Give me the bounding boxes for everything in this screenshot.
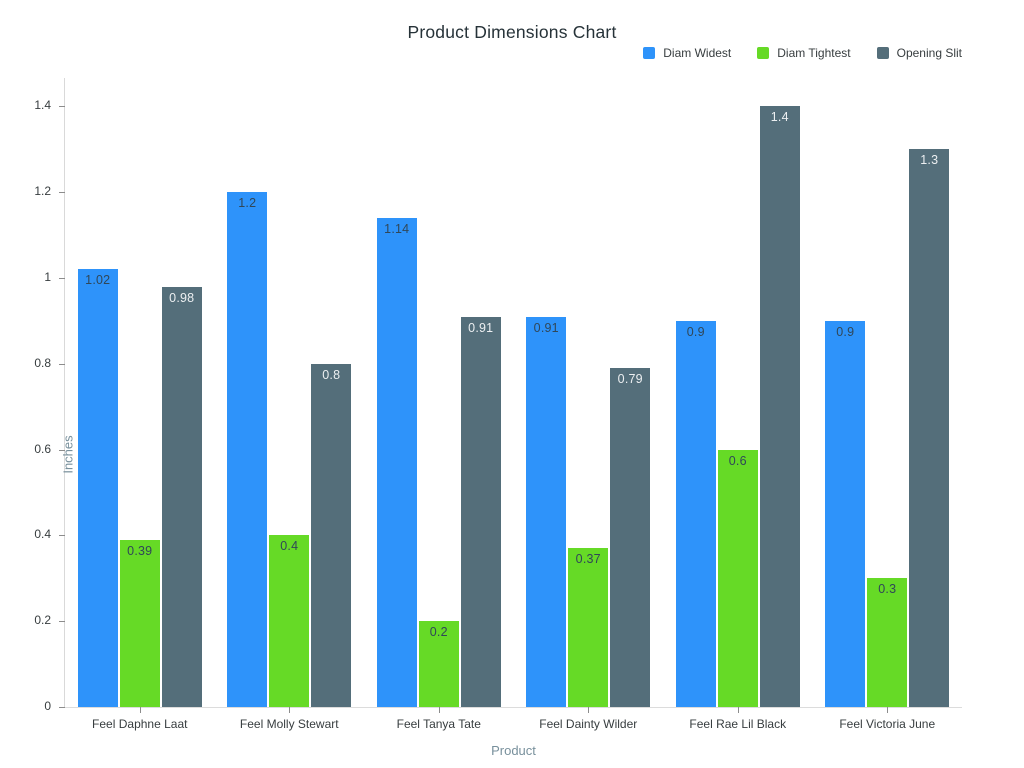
- bar-diam-widest[interactable]: 0.91: [526, 316, 567, 707]
- bar-value-label: 0.39: [127, 543, 153, 558]
- bar-value-label: 0.6: [728, 453, 747, 468]
- y-axis-tick-mark: [59, 449, 65, 451]
- bar-group: 1.14 0.2 0.91: [364, 217, 514, 707]
- x-tick-label: Feel Molly Stewart: [239, 717, 339, 731]
- y-tick-label: 0.4: [34, 527, 51, 542]
- bar-diam-widest[interactable]: 0.9: [675, 320, 716, 707]
- y-axis-tick-mark: [59, 363, 65, 365]
- x-axis-tick-mark: [289, 707, 291, 713]
- bar-diam-widest[interactable]: 1.14: [376, 217, 417, 707]
- y-tick-label: 1: [44, 270, 51, 285]
- bar-group: 0.91 0.37 0.79: [514, 316, 664, 707]
- y-axis-tick-mark: [59, 278, 65, 280]
- bar-value-label: 0.98: [169, 290, 195, 305]
- y-axis-tick-mark: [59, 707, 65, 708]
- bar-opening-slit[interactable]: 1.3: [909, 149, 950, 707]
- bar-opening-slit[interactable]: 0.91: [460, 316, 501, 707]
- y-tick-label: 0.8: [34, 355, 51, 370]
- bar-value-label: 0.3: [878, 582, 897, 597]
- x-tick-label: Feel Tanya Tate: [396, 717, 481, 731]
- bar-diam-tightest[interactable]: 0.3: [867, 578, 908, 707]
- bar-diam-tightest[interactable]: 0.2: [418, 621, 459, 707]
- bar-value-label: 0.37: [575, 552, 601, 567]
- bar-value-label: 0.8: [322, 367, 341, 382]
- legend-label: Diam Tightest: [777, 46, 851, 60]
- x-axis-title: Product: [491, 743, 536, 758]
- bar-opening-slit[interactable]: 0.8: [311, 363, 352, 707]
- legend: Diam Widest Diam Tightest Opening Slit: [617, 46, 962, 60]
- y-axis-tick-mark: [59, 106, 65, 108]
- bar-group: 1.02 0.39 0.98: [65, 269, 215, 707]
- bar-value-label: 1.2: [238, 196, 257, 211]
- plot-area: Inches Product 0 0.2 0.4 0.6 0.8 1 1.2 1.4 1.02 0…: [34, 85, 963, 758]
- bar-value-label: 1.02: [85, 273, 111, 288]
- bar-value-label: 0.9: [686, 324, 705, 339]
- bar-value-label: 0.2: [429, 625, 448, 640]
- bar-group: 1.2 0.4 0.8: [215, 192, 365, 707]
- y-axis-tick-mark: [59, 535, 65, 537]
- y-tick-label: 0.6: [34, 441, 51, 456]
- bar-value-label: 0.4: [280, 539, 299, 554]
- x-axis-tick-mark: [588, 707, 590, 713]
- bar-diam-tightest[interactable]: 0.6: [717, 449, 758, 707]
- x-tick-label: Feel Rae Lil Black: [689, 717, 787, 731]
- bar-diam-tightest[interactable]: 0.4: [269, 535, 310, 707]
- legend-item-opening-slit[interactable]: Opening Slit: [876, 46, 962, 60]
- bar-opening-slit[interactable]: 1.4: [759, 106, 800, 707]
- bar-diam-widest[interactable]: 0.9: [825, 320, 866, 707]
- x-axis-tick-mark: [438, 707, 440, 713]
- x-axis-line: [64, 707, 962, 708]
- legend-item-diam-widest[interactable]: Diam Widest: [643, 46, 731, 60]
- y-tick-label: 1.4: [34, 98, 51, 113]
- legend-item-diam-tightest[interactable]: Diam Tightest: [757, 46, 851, 60]
- chart-title: Product Dimensions Chart: [407, 22, 617, 42]
- x-tick-label: Feel Daphne Laat: [92, 717, 188, 731]
- bar-opening-slit[interactable]: 0.98: [161, 286, 202, 707]
- x-tick-label: Feel Dainty Wilder: [539, 717, 638, 731]
- legend-swatch: [643, 47, 656, 59]
- y-axis-line: [64, 78, 65, 708]
- bar-value-label: 0.9: [836, 324, 855, 339]
- x-axis-tick-mark: [737, 707, 739, 713]
- bar-diam-widest[interactable]: 1.02: [77, 269, 118, 707]
- bar-value-label: 0.91: [468, 320, 494, 335]
- legend-label: Opening Slit: [896, 46, 962, 60]
- legend-swatch: [876, 47, 889, 59]
- bar-value-label: 0.91: [533, 320, 559, 335]
- legend-swatch: [757, 47, 770, 59]
- y-tick-label: 0: [44, 699, 51, 713]
- bar-diam-tightest[interactable]: 0.37: [568, 548, 609, 707]
- bar-value-label: 1.4: [770, 110, 789, 125]
- bar-opening-slit[interactable]: 0.79: [610, 368, 651, 707]
- y-tick-label: 1.2: [34, 184, 51, 199]
- bar-group: 0.9 0.3 1.3: [813, 149, 963, 707]
- x-axis-tick-mark: [887, 707, 889, 713]
- x-tick-label: Feel Victoria June: [839, 717, 936, 731]
- x-axis-tick-mark: [139, 707, 141, 713]
- bar-value-label: 1.3: [920, 153, 939, 168]
- y-axis-tick-mark: [59, 621, 65, 623]
- bar-value-label: 0.79: [617, 372, 643, 387]
- bar-value-label: 1.14: [384, 221, 410, 236]
- bar-diam-widest[interactable]: 1.2: [227, 192, 268, 707]
- y-tick-label: 0.2: [34, 613, 51, 628]
- y-axis-tick-mark: [59, 192, 65, 194]
- bar-diam-tightest[interactable]: 0.39: [119, 539, 160, 707]
- legend-label: Diam Widest: [663, 46, 732, 60]
- bar-group: 0.9 0.6 1.4: [663, 106, 813, 707]
